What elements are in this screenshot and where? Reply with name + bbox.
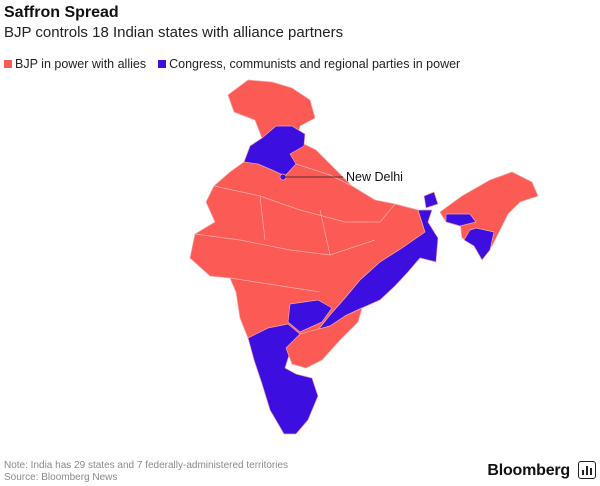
region-bjp-northeast <box>439 171 539 257</box>
legend: BJP in power with allies Congress, commu… <box>4 57 472 71</box>
chart-title: Saffron Spread <box>4 4 119 21</box>
state-borders <box>194 163 396 293</box>
region-opposition-telangana <box>287 299 333 333</box>
bloomberg-wordmark: Bloomberg <box>487 462 570 479</box>
region-opposition-meghalaya <box>445 213 477 227</box>
region-opposition-mizoram <box>463 227 495 261</box>
region-opposition-sikkim <box>423 191 439 209</box>
bar-chart-icon <box>578 461 596 479</box>
footer-notes: Note: India has 29 states and 7 federall… <box>4 460 288 484</box>
region-opposition-south <box>247 323 319 435</box>
legend-swatch-bjp <box>4 60 12 68</box>
source-line: Source: Bloomberg News <box>4 472 118 483</box>
legend-label-opposition: Congress, communists and regional partie… <box>169 57 461 71</box>
new-delhi-label: New Delhi <box>346 170 403 184</box>
legend-item-bjp: BJP in power with allies <box>4 57 146 71</box>
legend-swatch-opposition <box>158 60 167 68</box>
footnote: Note: India has 29 states and 7 federall… <box>4 460 289 471</box>
chart-subtitle: BJP controls 18 Indian states with allia… <box>4 24 344 41</box>
legend-item-opposition: Congress, communists and regional partie… <box>158 57 460 71</box>
region-bjp-andhra <box>285 307 363 369</box>
legend-label-bjp: BJP in power with allies <box>15 57 147 71</box>
